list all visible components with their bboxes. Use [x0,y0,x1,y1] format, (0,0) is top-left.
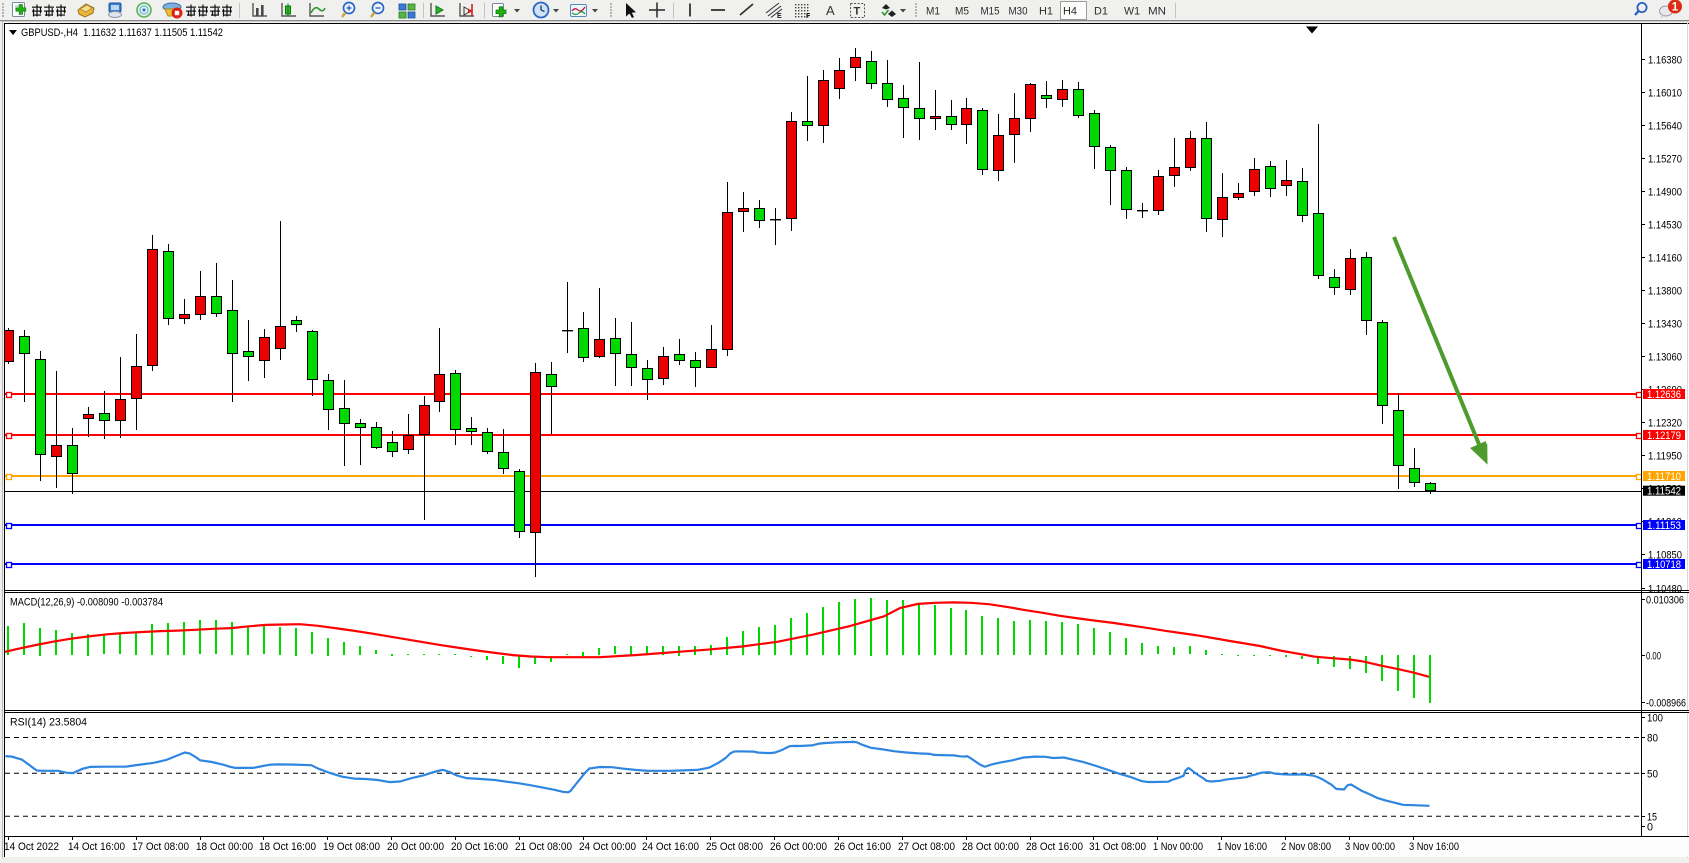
svg-text:M5: M5 [955,6,969,18]
svg-text:1.13060: 1.13060 [1648,351,1682,363]
svg-text:24 Oct 00:00: 24 Oct 00:00 [579,841,636,853]
svg-text:26 Oct 00:00: 26 Oct 00:00 [770,841,827,853]
svg-text:1.10480: 1.10480 [1648,583,1682,595]
svg-text:0: 0 [1647,821,1653,833]
svg-text:1.10850: 1.10850 [1648,549,1682,561]
svg-text:1.16010: 1.16010 [1648,87,1682,99]
svg-text:RSI(14) 23.5804: RSI(14) 23.5804 [10,717,87,729]
svg-text:1.13800: 1.13800 [1648,285,1682,297]
svg-text:1.11153: 1.11153 [1647,520,1681,532]
svg-text:M15: M15 [981,6,1000,18]
svg-text:F: F [806,13,811,20]
svg-text:1.16380: 1.16380 [1648,54,1682,66]
svg-text:H1: H1 [1039,6,1053,18]
svg-text:MN: MN [1148,6,1166,18]
svg-text:0.00: 0.00 [1646,650,1661,662]
svg-text:1.11950: 1.11950 [1648,450,1682,462]
svg-text:14 Oct 2022: 14 Oct 2022 [4,841,59,853]
svg-text:28 Oct 00:00: 28 Oct 00:00 [962,841,1019,853]
svg-text:20 Oct 16:00: 20 Oct 16:00 [451,841,508,853]
svg-text:A: A [826,3,835,18]
svg-text:1.14160: 1.14160 [1648,252,1682,264]
svg-text:1.15640: 1.15640 [1648,120,1682,132]
svg-text:1.12320: 1.12320 [1648,417,1682,429]
svg-text:W1: W1 [1124,6,1140,18]
svg-text:25 Oct 08:00: 25 Oct 08:00 [706,841,763,853]
svg-text:18 Oct 16:00: 18 Oct 16:00 [259,841,316,853]
svg-text:1: 1 [1672,2,1679,14]
svg-text:100: 100 [1647,712,1663,724]
svg-text:80: 80 [1647,732,1658,744]
svg-text:M1: M1 [926,6,940,18]
svg-text:T: T [854,6,861,18]
svg-text:3 Nov 16:00: 3 Nov 16:00 [1409,841,1459,853]
svg-text:1.11710: 1.11710 [1647,471,1681,483]
svg-text:17 Oct 08:00: 17 Oct 08:00 [132,841,189,853]
svg-text:E: E [777,13,782,20]
svg-text:15: 15 [1647,811,1657,823]
svg-text:MACD(12,26,9) -0.008090 -0.003: MACD(12,26,9) -0.008090 -0.003784 [10,597,163,609]
svg-text:19 Oct 08:00: 19 Oct 08:00 [323,841,380,853]
svg-text:D1: D1 [1094,6,1108,18]
svg-text:1.14530: 1.14530 [1648,219,1682,231]
svg-text:1.15270: 1.15270 [1648,153,1682,165]
svg-text:14 Oct 16:00: 14 Oct 16:00 [68,841,125,853]
svg-text:1.10718: 1.10718 [1647,559,1681,571]
svg-text:27 Oct 08:00: 27 Oct 08:00 [898,841,955,853]
svg-text:24 Oct 16:00: 24 Oct 16:00 [642,841,699,853]
svg-text:26 Oct 16:00: 26 Oct 16:00 [834,841,891,853]
svg-text:1 Nov 16:00: 1 Nov 16:00 [1217,841,1267,853]
svg-text:-0.008966: -0.008966 [1646,697,1686,709]
svg-text:1.12179: 1.12179 [1647,430,1681,442]
svg-text:21 Oct 08:00: 21 Oct 08:00 [515,841,572,853]
svg-text:50: 50 [1647,768,1658,780]
svg-text:1 Nov 00:00: 1 Nov 00:00 [1153,841,1203,853]
svg-text:31 Oct 08:00: 31 Oct 08:00 [1089,841,1146,853]
svg-text:20 Oct 00:00: 20 Oct 00:00 [387,841,444,853]
svg-text:M30: M30 [1009,6,1028,18]
svg-text:H4: H4 [1063,6,1077,18]
svg-text:1.13430: 1.13430 [1648,318,1682,330]
svg-text:1.12636: 1.12636 [1647,389,1681,401]
svg-text:3 Nov 00:00: 3 Nov 00:00 [1345,841,1395,853]
svg-text:0.010306: 0.010306 [1646,594,1684,606]
svg-text:1.11542: 1.11542 [1647,486,1681,498]
svg-text:1.14900: 1.14900 [1648,186,1682,198]
svg-text:2 Nov 08:00: 2 Nov 08:00 [1281,841,1331,853]
svg-text:18 Oct 00:00: 18 Oct 00:00 [196,841,253,853]
svg-text:28 Oct 16:00: 28 Oct 16:00 [1026,841,1083,853]
svg-text:GBPUSD-,H4 1.11632 1.11637 1.: GBPUSD-,H4 1.11632 1.11637 1.11505 1.115… [21,27,223,39]
